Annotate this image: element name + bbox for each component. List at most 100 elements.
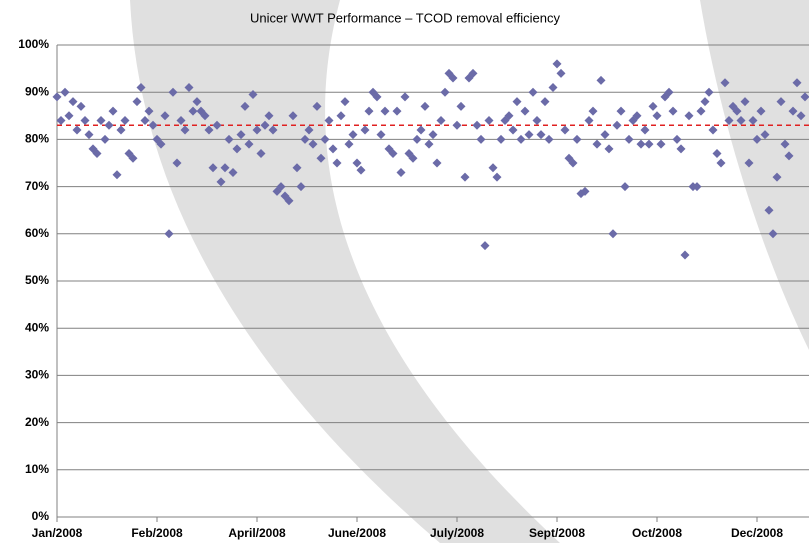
- y-tick-label: 80%: [25, 132, 49, 146]
- point: [653, 111, 662, 120]
- point: [341, 97, 350, 106]
- point: [513, 97, 522, 106]
- point: [421, 102, 430, 111]
- point: [525, 130, 534, 139]
- point: [121, 116, 130, 125]
- point: [677, 144, 686, 153]
- point: [429, 130, 438, 139]
- point: [417, 125, 426, 134]
- point: [617, 107, 626, 116]
- x-tick-label: Sept/2008: [529, 526, 585, 540]
- point: [401, 92, 410, 101]
- point: [561, 125, 570, 134]
- x-tick-label: April/2008: [228, 526, 286, 540]
- point: [621, 182, 630, 191]
- point: [641, 125, 650, 134]
- point: [709, 125, 718, 134]
- point: [441, 88, 450, 97]
- point: [545, 135, 554, 144]
- point: [705, 88, 714, 97]
- point: [69, 97, 78, 106]
- point: [437, 116, 446, 125]
- point: [589, 107, 598, 116]
- point: [669, 107, 678, 116]
- point: [529, 88, 538, 97]
- point: [81, 116, 90, 125]
- point: [573, 135, 582, 144]
- x-tick-label: Feb/2008: [131, 526, 183, 540]
- point: [413, 135, 422, 144]
- point: [625, 135, 634, 144]
- point: [353, 159, 362, 168]
- point: [713, 149, 722, 158]
- point: [649, 102, 658, 111]
- point: [361, 125, 370, 134]
- point: [613, 121, 622, 130]
- x-tick-label: June/2008: [328, 526, 386, 540]
- point: [349, 130, 358, 139]
- point: [637, 140, 646, 149]
- x-tick-label: Dec/2008: [731, 526, 783, 540]
- point: [329, 144, 338, 153]
- point: [537, 130, 546, 139]
- point: [397, 168, 406, 177]
- point: [377, 130, 386, 139]
- point: [557, 69, 566, 78]
- point: [97, 116, 106, 125]
- point: [105, 121, 114, 130]
- point: [521, 107, 530, 116]
- point: [517, 135, 526, 144]
- point: [473, 121, 482, 130]
- y-tick-label: 20%: [25, 415, 49, 429]
- point: [701, 97, 710, 106]
- point: [605, 144, 614, 153]
- point: [73, 125, 82, 134]
- y-tick-label: 60%: [25, 226, 49, 240]
- point: [541, 97, 550, 106]
- point: [681, 251, 690, 260]
- point: [717, 159, 726, 168]
- point: [117, 125, 126, 134]
- point: [489, 163, 498, 172]
- point: [553, 59, 562, 68]
- x-tick-label: Oct/2008: [632, 526, 682, 540]
- y-tick-label: 30%: [25, 368, 49, 382]
- point: [333, 159, 342, 168]
- chart-title: Unicer WWT Performance – TCOD removal ef…: [250, 10, 560, 25]
- point: [345, 140, 354, 149]
- point: [493, 173, 502, 182]
- y-tick-label: 0%: [32, 509, 50, 523]
- point: [101, 135, 110, 144]
- point: [325, 116, 334, 125]
- point: [113, 170, 122, 179]
- point: [357, 166, 366, 175]
- point: [533, 116, 542, 125]
- y-tick-label: 100%: [18, 37, 49, 51]
- point: [85, 130, 94, 139]
- point: [485, 116, 494, 125]
- point: [593, 140, 602, 149]
- point: [57, 116, 66, 125]
- y-tick-label: 40%: [25, 320, 49, 334]
- chart: Unicer WWT Performance – TCOD removal ef…: [0, 0, 809, 543]
- point: [381, 107, 390, 116]
- point: [393, 107, 402, 116]
- point: [549, 83, 558, 92]
- point: [477, 135, 486, 144]
- point: [133, 97, 142, 106]
- point: [601, 130, 610, 139]
- x-tick-label: July/2008: [430, 526, 484, 540]
- point: [457, 102, 466, 111]
- point: [673, 135, 682, 144]
- point: [509, 125, 518, 134]
- point: [697, 107, 706, 116]
- point: [61, 88, 70, 97]
- point: [77, 102, 86, 111]
- background-shape: [700, 0, 809, 350]
- background-shape: [130, 0, 560, 543]
- point: [53, 92, 62, 101]
- point: [165, 229, 174, 238]
- y-tick-label: 50%: [25, 273, 49, 287]
- point: [645, 140, 654, 149]
- point: [433, 159, 442, 168]
